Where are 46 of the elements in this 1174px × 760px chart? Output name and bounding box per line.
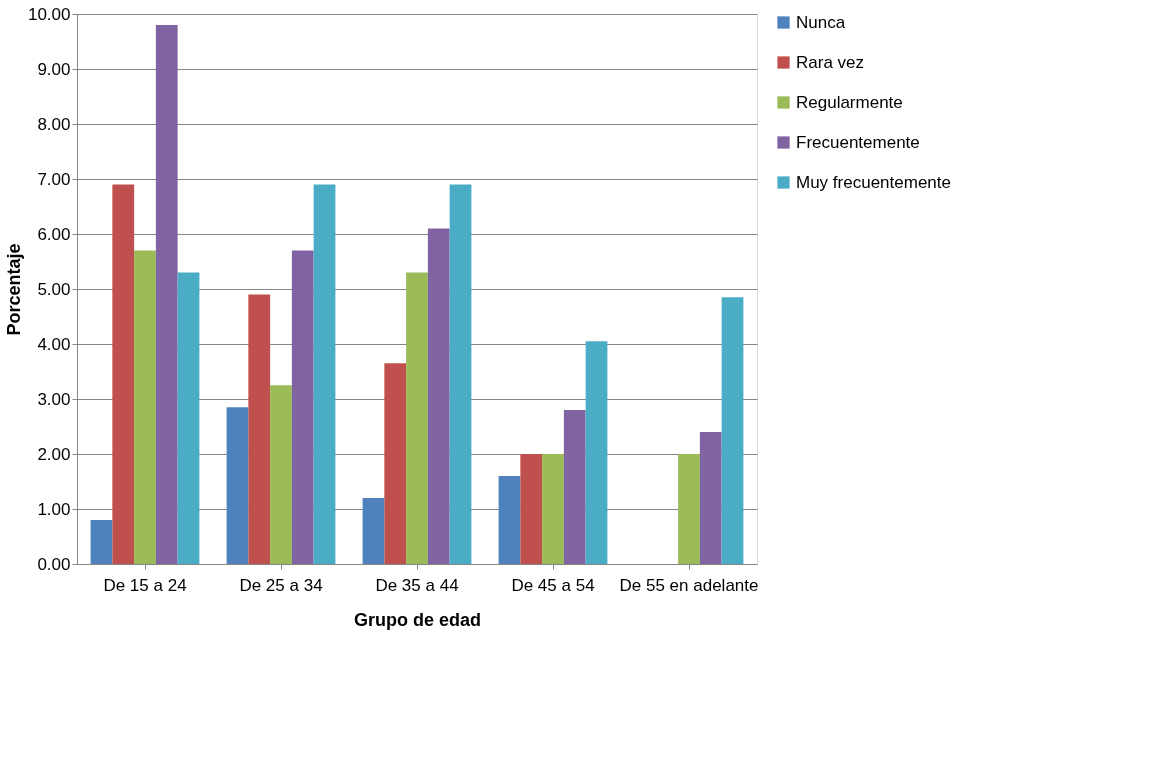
legend-label: Frecuentemente	[796, 132, 920, 152]
y-tick-label: 7.00	[37, 169, 71, 189]
bar	[427, 228, 450, 564]
bar	[406, 272, 428, 564]
y-tick-label: 4.00	[37, 334, 71, 354]
y-tick-label: 5.00	[37, 279, 71, 299]
bar	[449, 184, 472, 564]
legend-label: Nunca	[796, 12, 846, 32]
bar	[699, 432, 722, 564]
y-tick-label: 1.00	[37, 499, 71, 519]
y-tick-label: 10.00	[27, 4, 71, 24]
x-tick-label: De 35 a 44	[375, 575, 459, 595]
bar	[498, 476, 521, 564]
bar	[291, 250, 314, 564]
bar	[563, 410, 586, 564]
bar	[384, 363, 407, 564]
y-axis-title: Porcentaje	[3, 243, 24, 336]
y-tick-label: 8.00	[37, 114, 71, 134]
x-axis-title: Grupo de edad	[353, 609, 482, 630]
bar	[362, 498, 385, 564]
x-tick-label: De 25 a 34	[239, 575, 323, 595]
x-tick-label: De 45 a 54	[511, 575, 595, 595]
bar	[313, 184, 336, 564]
bar	[520, 454, 543, 564]
bar	[155, 25, 178, 564]
y-tick-label: 3.00	[37, 389, 71, 409]
y-tick-label: 9.00	[37, 59, 71, 79]
bar	[248, 294, 271, 564]
legend-label: Regularmente	[796, 92, 903, 112]
y-tick-label: 6.00	[37, 224, 71, 244]
bar	[134, 250, 156, 564]
bar	[226, 407, 249, 564]
x-tick-label: De 15 a 24	[103, 575, 187, 595]
y-tick-label: 0.00	[37, 554, 71, 574]
bar	[542, 454, 564, 564]
bar	[90, 520, 113, 564]
bar	[585, 341, 608, 564]
legend-label: Muy frecuentemente	[796, 172, 951, 192]
bar	[721, 297, 744, 564]
bar	[678, 454, 700, 564]
x-tick-label: De 55 en adelante	[619, 575, 759, 595]
bar	[112, 184, 135, 564]
bar	[270, 385, 292, 564]
legend-label: Rara vez	[796, 52, 865, 72]
y-tick-label: 2.00	[37, 444, 71, 464]
bar	[177, 272, 200, 564]
